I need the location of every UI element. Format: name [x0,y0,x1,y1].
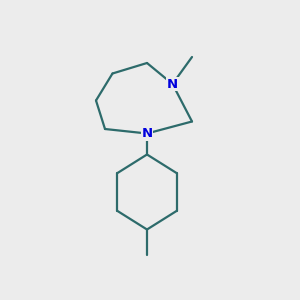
Text: N: N [167,77,178,91]
Text: N: N [141,127,153,140]
